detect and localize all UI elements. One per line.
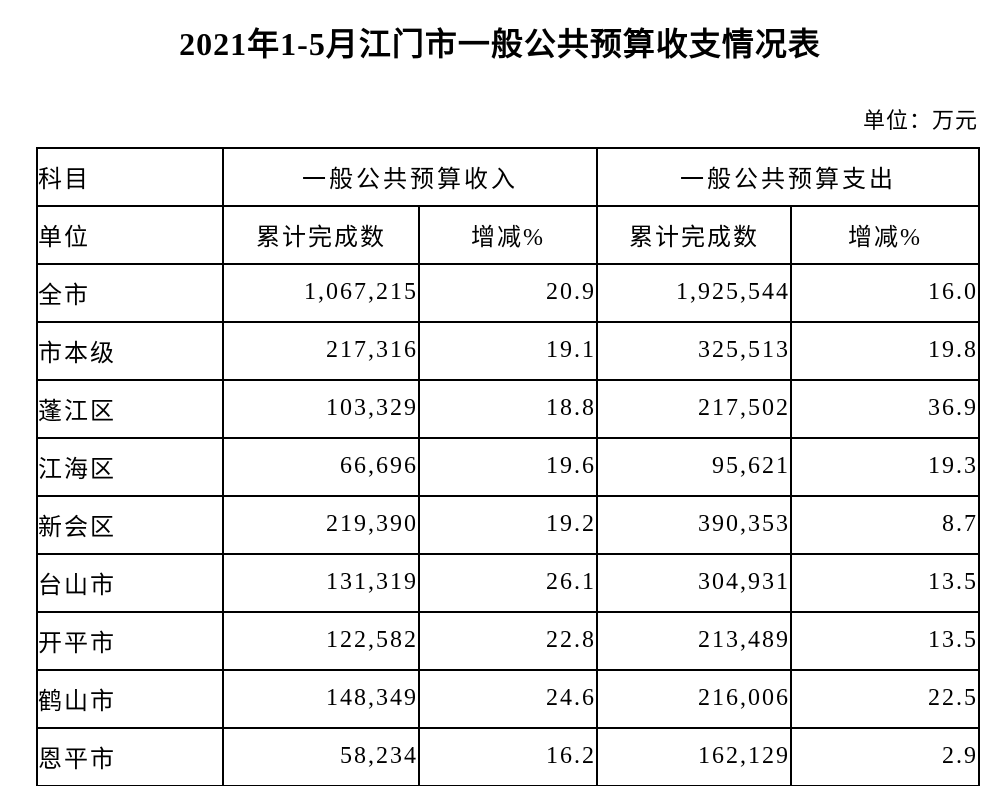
expenditure-group-header-cell: 一般公共预算支出 xyxy=(596,146,980,207)
revenue-change-cell: 22.8 xyxy=(418,610,598,671)
region-cell: 新会区 xyxy=(36,494,224,555)
revenue-cumulative-cell: 1,067,215 xyxy=(222,262,420,323)
subject-header-cell: 科目 xyxy=(36,146,224,207)
table-row: 鹤山市 148,349 24.6 216,006 22.5 xyxy=(36,668,980,729)
expenditure-change-cell: 19.3 xyxy=(790,436,980,497)
table-row: 全市 1,067,215 20.9 1,925,544 16.0 xyxy=(36,262,980,323)
revenue-change-cell: 19.2 xyxy=(418,494,598,555)
expenditure-cumulative-cell: 213,489 xyxy=(596,610,792,671)
header-row-columns: 单位 累计完成数 增减% 累计完成数 增减% xyxy=(36,204,980,265)
region-cell: 全市 xyxy=(36,262,224,323)
revenue-cumulative-cell: 219,390 xyxy=(222,494,420,555)
revenue-cumulative-cell: 66,696 xyxy=(222,436,420,497)
revenue-change-cell: 26.1 xyxy=(418,552,598,613)
table-row: 江海区 66,696 19.6 95,621 19.3 xyxy=(36,436,980,497)
revenue-change-cell: 16.2 xyxy=(418,726,598,786)
expenditure-change-cell: 36.9 xyxy=(790,378,980,439)
table-row: 新会区 219,390 19.2 390,353 8.7 xyxy=(36,494,980,555)
expenditure-cumulative-cell: 95,621 xyxy=(596,436,792,497)
unit-label: 单位：万元 xyxy=(862,107,978,133)
expenditure-cumulative-cell: 217,502 xyxy=(596,378,792,439)
region-cell: 市本级 xyxy=(36,320,224,381)
expenditure-cumulative-cell: 304,931 xyxy=(596,552,792,613)
table-header: 科目 一般公共预算收入 一般公共预算支出 单位 累计完成数 增减% 累计完成数 … xyxy=(36,146,980,265)
expenditure-change-cell: 8.7 xyxy=(790,494,980,555)
revenue-cumulative-header-cell: 累计完成数 xyxy=(222,204,420,265)
revenue-cumulative-cell: 217,316 xyxy=(222,320,420,381)
region-cell: 蓬江区 xyxy=(36,378,224,439)
revenue-cumulative-cell: 122,582 xyxy=(222,610,420,671)
table-row: 开平市 122,582 22.8 213,489 13.5 xyxy=(36,610,980,671)
expenditure-change-cell: 16.0 xyxy=(790,262,980,323)
revenue-change-header-cell: 增减% xyxy=(418,204,598,265)
table-row: 蓬江区 103,329 18.8 217,502 36.9 xyxy=(36,378,980,439)
expenditure-cumulative-cell: 325,513 xyxy=(596,320,792,381)
table-body: 全市 1,067,215 20.9 1,925,544 16.0 市本级 217,316 19… xyxy=(36,262,980,786)
revenue-change-cell: 18.8 xyxy=(418,378,598,439)
region-cell: 恩平市 xyxy=(36,726,224,786)
unit-header-cell: 单位 xyxy=(36,204,224,265)
expenditure-cumulative-cell: 162,129 xyxy=(596,726,792,786)
expenditure-cumulative-header-cell: 累计完成数 xyxy=(596,204,792,265)
expenditure-change-cell: 22.5 xyxy=(790,668,980,729)
revenue-cumulative-cell: 148,349 xyxy=(222,668,420,729)
revenue-cumulative-cell: 58,234 xyxy=(222,726,420,786)
budget-table: 科目 一般公共预算收入 一般公共预算支出 单位 累计完成数 增减% 累计完成数 … xyxy=(36,146,980,786)
region-cell: 江海区 xyxy=(36,436,224,497)
revenue-change-cell: 20.9 xyxy=(418,262,598,323)
region-cell: 台山市 xyxy=(36,552,224,613)
expenditure-change-header-cell: 增减% xyxy=(790,204,980,265)
table-row: 市本级 217,316 19.1 325,513 19.8 xyxy=(36,320,980,381)
expenditure-cumulative-cell: 390,353 xyxy=(596,494,792,555)
expenditure-change-cell: 13.5 xyxy=(790,610,980,671)
table-row: 台山市 131,319 26.1 304,931 13.5 xyxy=(36,552,980,613)
table-row: 恩平市 58,234 16.2 162,129 2.9 xyxy=(36,726,980,786)
expenditure-cumulative-cell: 1,925,544 xyxy=(596,262,792,323)
expenditure-change-cell: 2.9 xyxy=(790,726,980,786)
revenue-cumulative-cell: 131,319 xyxy=(222,552,420,613)
revenue-change-cell: 24.6 xyxy=(418,668,598,729)
region-cell: 开平市 xyxy=(36,610,224,671)
expenditure-change-cell: 19.8 xyxy=(790,320,980,381)
expenditure-cumulative-cell: 216,006 xyxy=(596,668,792,729)
revenue-cumulative-cell: 103,329 xyxy=(222,378,420,439)
expenditure-change-cell: 13.5 xyxy=(790,552,980,613)
revenue-group-header-cell: 一般公共预算收入 xyxy=(222,146,598,207)
header-row-groups: 科目 一般公共预算收入 一般公共预算支出 xyxy=(36,146,980,207)
revenue-change-cell: 19.1 xyxy=(418,320,598,381)
page-title: 2021年1-5月江门市一般公共预算收支情况表 xyxy=(179,26,821,62)
region-cell: 鹤山市 xyxy=(36,668,224,729)
revenue-change-cell: 19.6 xyxy=(418,436,598,497)
